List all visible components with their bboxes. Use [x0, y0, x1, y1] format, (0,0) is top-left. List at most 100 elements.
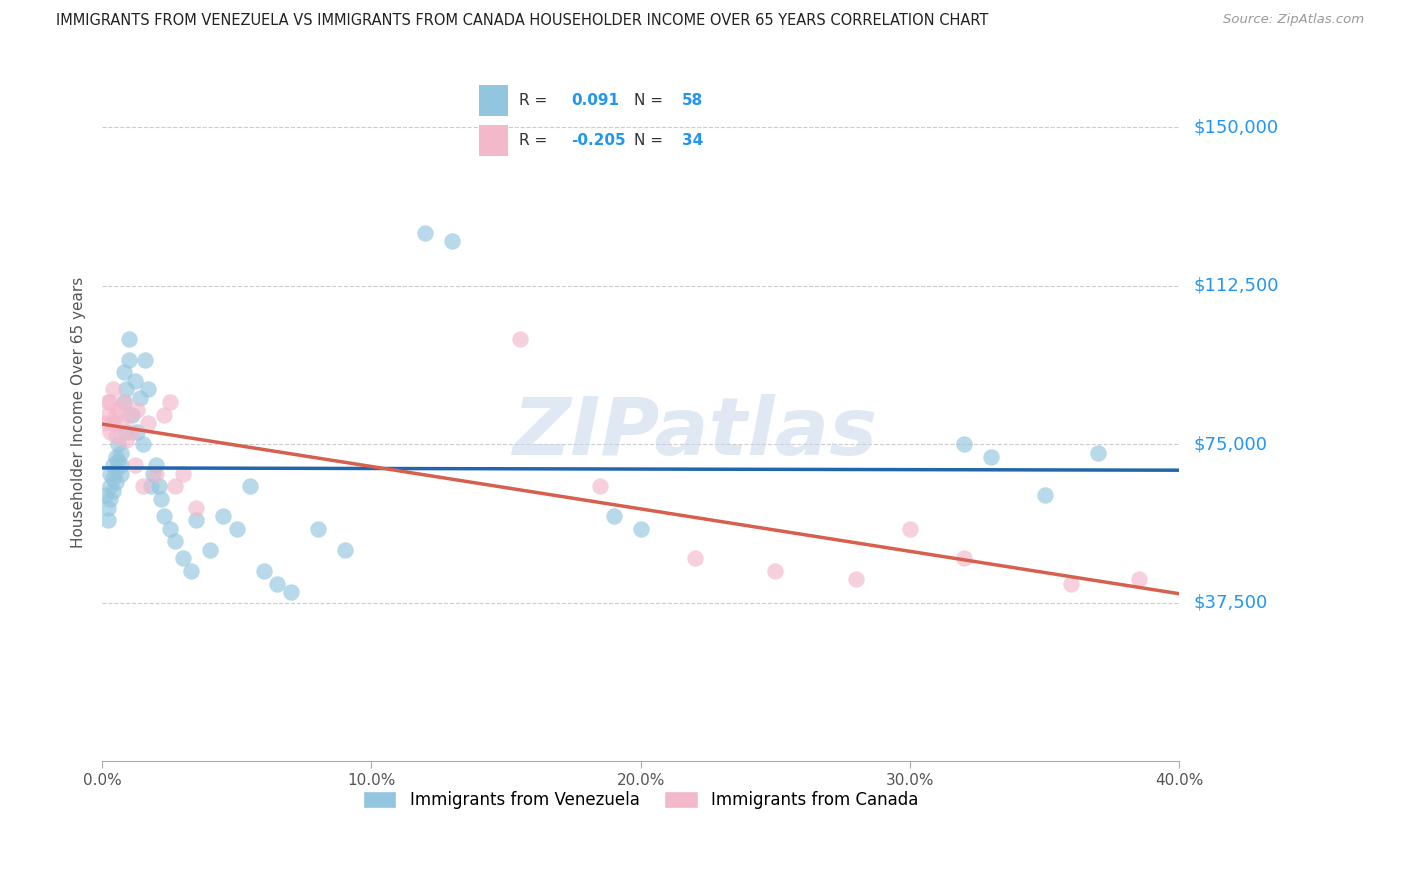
Point [136, 382, 159, 396]
Point [98, 425, 121, 439]
Point [104, 462, 127, 476]
Point [148, 479, 170, 493]
Point [118, 352, 141, 367]
Point [97, 408, 120, 422]
Point [159, 522, 181, 536]
Point [509, 332, 531, 346]
Point [145, 467, 167, 481]
Y-axis label: Householder Income Over 65 years: Householder Income Over 65 years [72, 277, 86, 549]
Point [97, 395, 120, 409]
Point [441, 235, 464, 249]
Point [763, 564, 786, 578]
Point [107, 403, 129, 417]
Point [98, 395, 121, 409]
Text: $112,500: $112,500 [1194, 277, 1278, 295]
Point [110, 458, 132, 473]
Point [1128, 573, 1150, 587]
Point [159, 395, 181, 409]
Point [212, 509, 235, 524]
Point [101, 416, 124, 430]
Point [121, 408, 143, 422]
Point [118, 408, 141, 422]
Point [1033, 488, 1056, 502]
Point [683, 551, 706, 566]
Text: $75,000: $75,000 [1194, 435, 1267, 453]
Point [131, 479, 153, 493]
Point [186, 500, 208, 515]
Point [153, 509, 176, 524]
Point [97, 500, 120, 515]
Point [1060, 576, 1083, 591]
Point [112, 395, 135, 409]
Point [101, 458, 124, 473]
Legend: Immigrants from Venezuela, Immigrants from Canada: Immigrants from Venezuela, Immigrants fr… [356, 784, 925, 815]
Point [110, 446, 132, 460]
Point [101, 471, 124, 485]
Point [112, 395, 135, 409]
Point [110, 467, 132, 481]
Point [952, 551, 974, 566]
Point [253, 564, 276, 578]
Point [172, 467, 194, 481]
Point [134, 352, 156, 367]
Point [280, 585, 302, 599]
Text: IMMIGRANTS FROM VENEZUELA VS IMMIGRANTS FROM CANADA HOUSEHOLDER INCOME OVER 65 Y: IMMIGRANTS FROM VENEZUELA VS IMMIGRANTS … [56, 13, 988, 29]
Point [136, 416, 159, 430]
Point [101, 382, 124, 396]
Point [266, 576, 288, 591]
Point [98, 492, 121, 507]
Point [172, 551, 194, 566]
Text: Source: ZipAtlas.com: Source: ZipAtlas.com [1223, 13, 1364, 27]
Point [94, 488, 117, 502]
Point [124, 458, 146, 473]
Point [115, 425, 138, 439]
Point [180, 564, 202, 578]
Point [163, 479, 186, 493]
Point [104, 475, 127, 490]
Point [413, 226, 436, 240]
Point [225, 522, 247, 536]
Point [104, 408, 127, 422]
Point [952, 437, 974, 451]
Point [127, 403, 149, 417]
Point [127, 425, 149, 439]
Point [145, 458, 167, 473]
Point [845, 573, 868, 587]
Point [129, 391, 152, 405]
Point [98, 479, 121, 493]
Point [1087, 446, 1109, 460]
Point [115, 433, 138, 447]
Point [153, 408, 176, 422]
Point [101, 483, 124, 498]
Point [980, 450, 1002, 464]
Point [150, 492, 173, 507]
Point [121, 425, 143, 439]
Point [104, 429, 127, 443]
Point [589, 479, 612, 493]
Point [131, 437, 153, 451]
Point [139, 479, 162, 493]
Point [118, 332, 141, 346]
Point [198, 542, 221, 557]
Point [115, 382, 138, 396]
Point [98, 467, 121, 481]
Point [307, 522, 329, 536]
Point [333, 542, 356, 557]
Point [239, 479, 262, 493]
Text: $150,000: $150,000 [1194, 119, 1278, 136]
Point [142, 467, 165, 481]
Point [107, 454, 129, 468]
Point [603, 509, 626, 524]
Text: ZIPatlas: ZIPatlas [512, 394, 877, 473]
Point [630, 522, 652, 536]
Point [107, 437, 129, 451]
Point [186, 513, 208, 527]
Point [163, 534, 186, 549]
Point [94, 416, 117, 430]
Point [110, 416, 132, 430]
Point [112, 366, 135, 380]
Point [104, 450, 127, 464]
Point [898, 522, 921, 536]
Point [124, 374, 146, 388]
Point [97, 513, 120, 527]
